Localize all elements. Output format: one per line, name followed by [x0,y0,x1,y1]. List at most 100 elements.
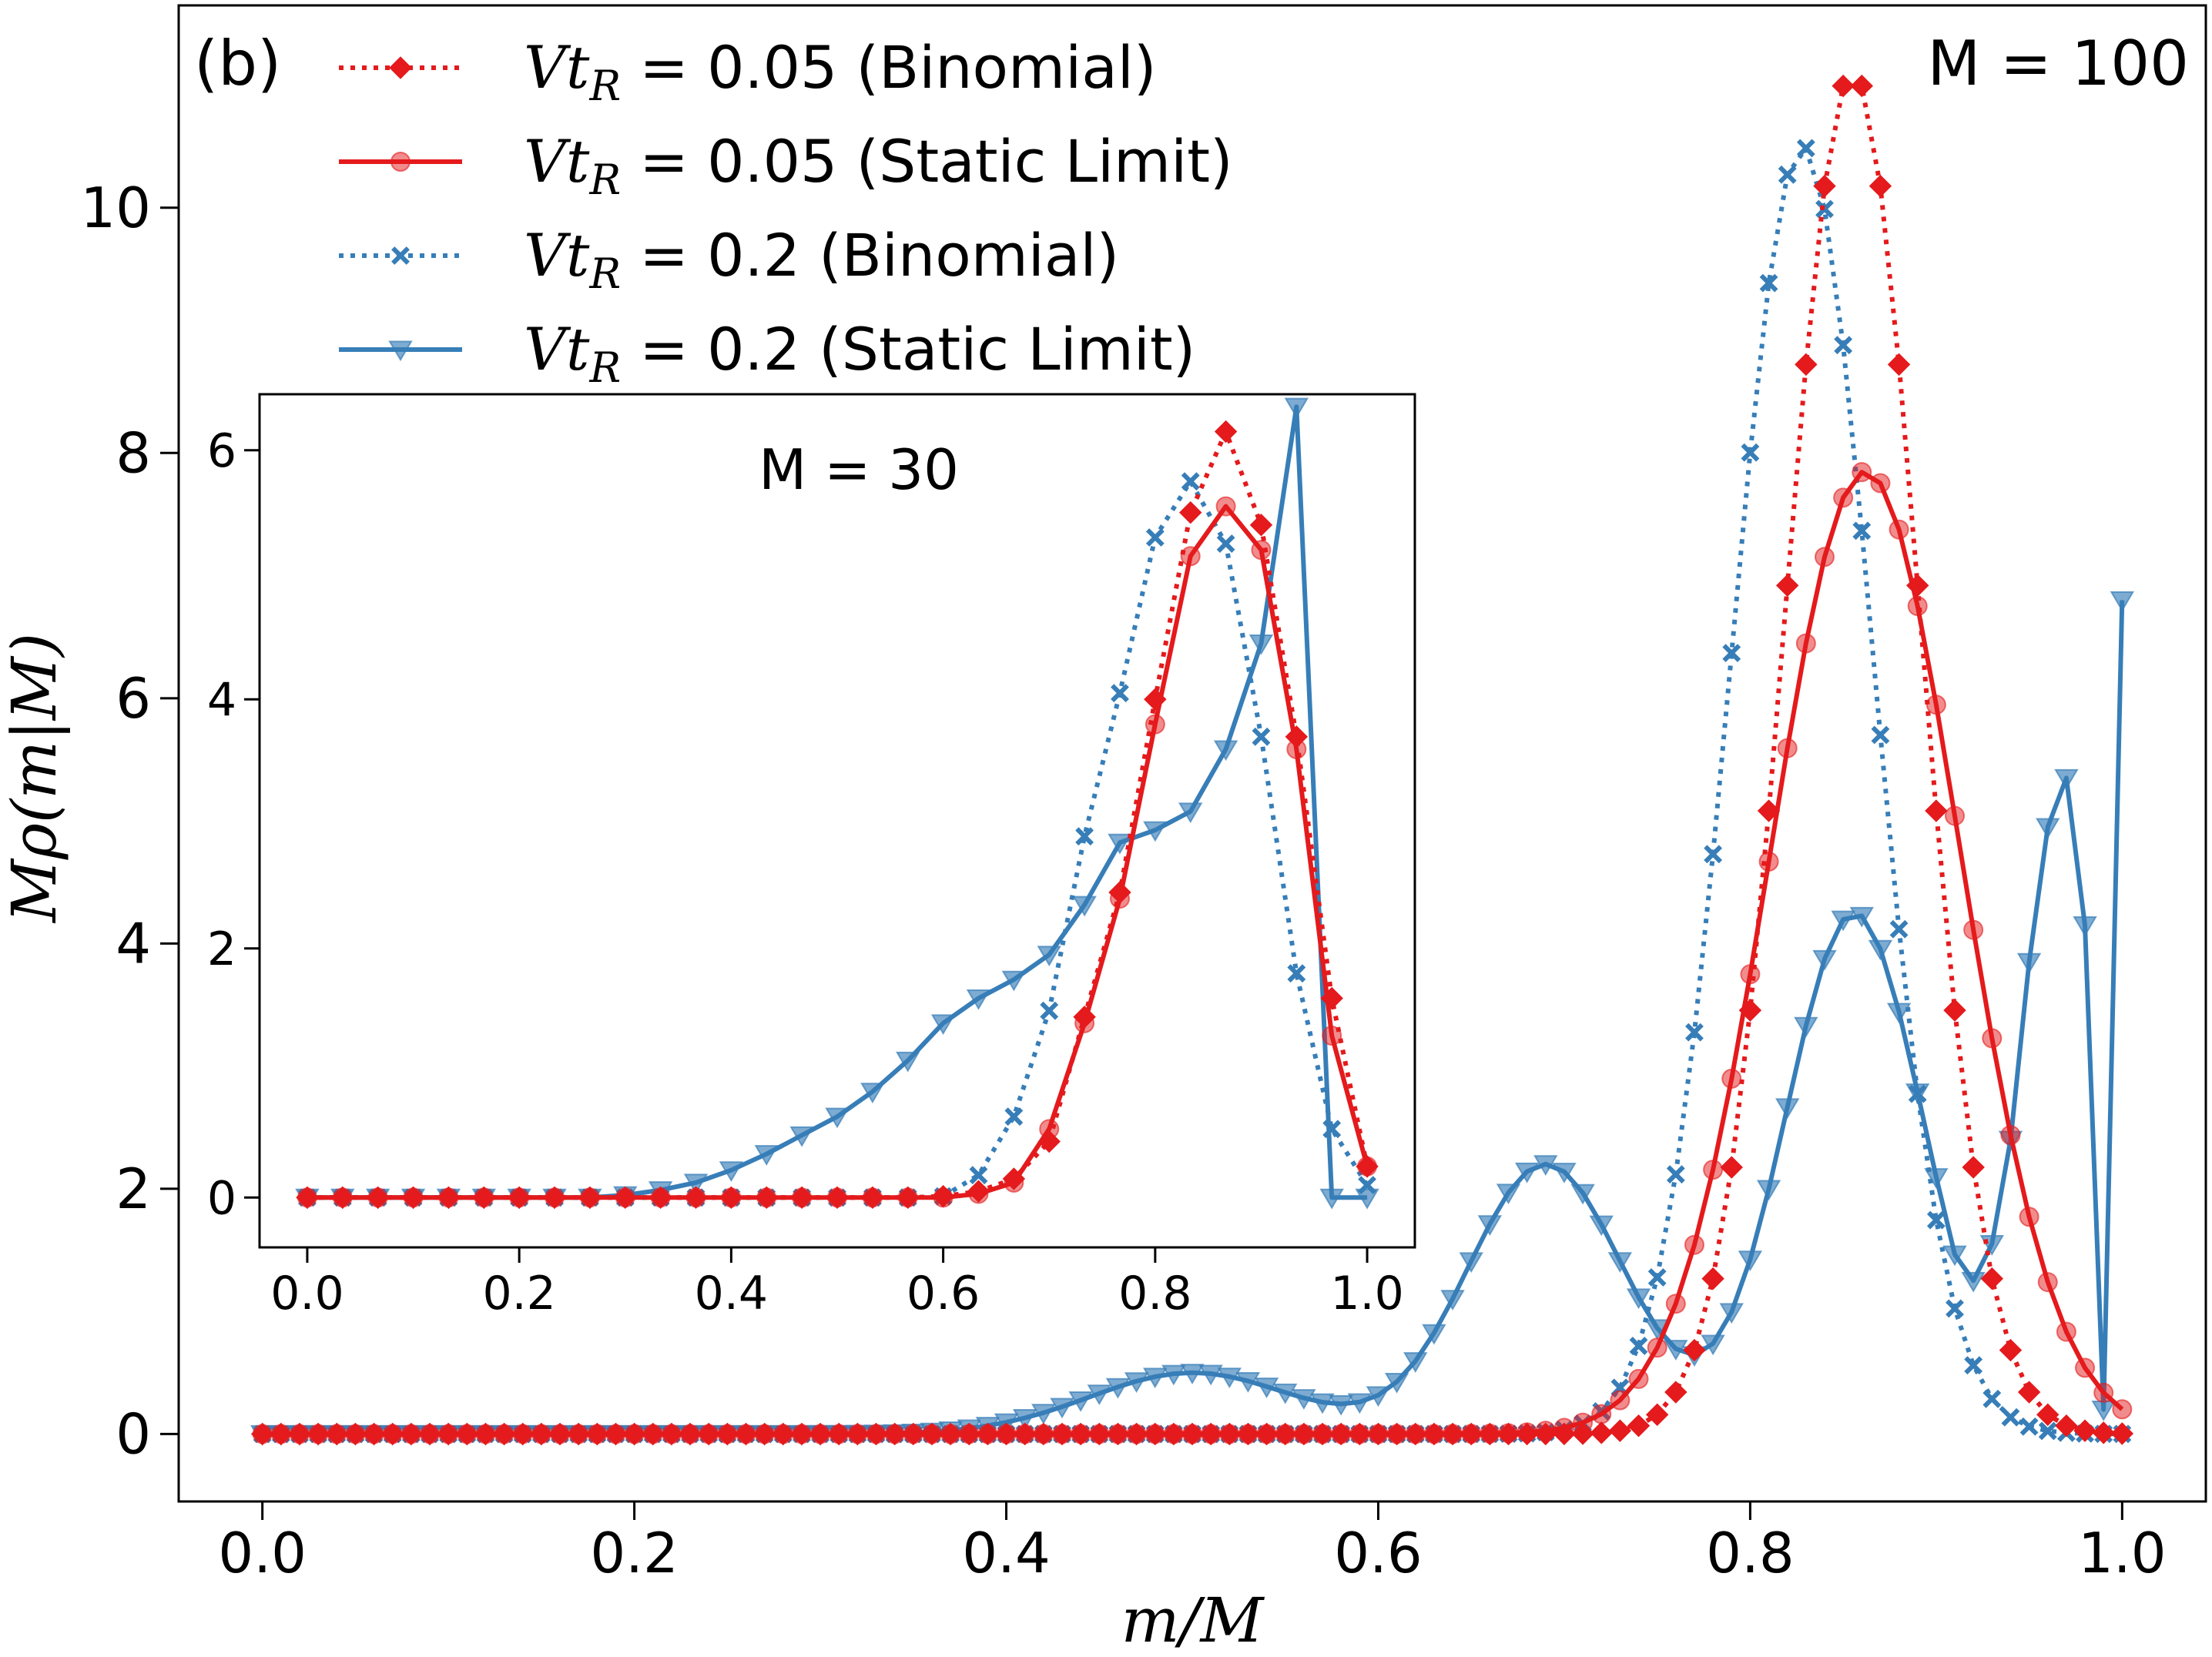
main-point-0-28 [772,1422,795,1446]
inset-xtick-label-2: 0.4 [695,1267,768,1321]
main-point-3-85 [1831,910,1855,932]
legend-label-1: VtR = 0.05 (Static Limit) [524,127,1233,204]
inset-point-0-19 [967,1180,990,1203]
inset-point-2-24 [1145,528,1165,547]
inset-point-0-28 [1285,725,1309,748]
main-point-0-86 [1850,74,1873,98]
inset-point-3-26 [1213,740,1238,762]
inset-ticks: 0.0 0.2 0.4 0.6 0.8 1.0 0 2 4 6 [207,424,1404,1321]
main-point-0-20 [622,1422,646,1446]
main-point-3-87 [1868,939,1893,961]
legend-marker-2 [391,246,410,265]
inset-point-0-7 [543,1186,566,1210]
main-point-0-43 [1051,1422,1074,1446]
inset-point-0-4 [437,1186,461,1210]
main-point-0-95 [2017,1381,2041,1404]
main-point-0-16 [548,1422,571,1446]
main-point-0-15 [530,1422,553,1446]
main-point-0-33 [864,1422,888,1446]
main-xtick-label-1: 0.2 [590,1521,679,1585]
main-point-3-51 [1198,1364,1223,1386]
legend-rest-2: = 0.2 (Binomial) [621,221,1119,290]
inset-point-0-18 [931,1184,955,1208]
inset-point-3-24 [1143,821,1168,842]
main-point-0-9 [418,1422,441,1446]
main-point-0-66 [1478,1422,1502,1446]
main-point-0-18 [585,1422,609,1446]
inset-point-0-13 [755,1186,778,1210]
main-point-1-85 [1833,487,1854,508]
inset-xtick-label-0: 0.0 [270,1267,344,1321]
main-point-3-67 [1496,1183,1521,1205]
main-ytick-label-1: 2 [116,1157,151,1221]
main-point-0-7 [380,1422,404,1446]
main-point-0-100 [2110,1422,2134,1445]
main-point-0-44 [1069,1422,1092,1446]
main-point-1-95 [2019,1207,2039,1227]
main-point-3-52 [1217,1367,1242,1389]
main-point-3-63 [1422,1324,1446,1345]
inset-point-2-23 [1111,684,1129,703]
inset-point-3-13 [754,1145,779,1166]
main-ytick-label-2: 4 [116,911,151,976]
main-point-1-80 [1740,964,1761,985]
main-point-0-76 [1664,1381,1687,1404]
inset-point-3-21 [1037,946,1061,967]
main-point-0-31 [827,1422,850,1446]
main-point-3-83 [1794,1016,1818,1038]
main-point-3-79 [1719,1303,1744,1324]
main-point-2-88 [1889,919,1909,939]
legend-sub-0: R [588,62,621,110]
main-point-1-100 [2112,1399,2133,1420]
main-point-3-80 [1738,1250,1763,1272]
inset-point-0-23 [1108,881,1131,904]
inset-point-1-27 [1251,540,1272,561]
inset-ytick-label-3: 6 [207,424,236,478]
main-point-0-52 [1218,1422,1241,1446]
main-point-3-49 [1161,1364,1186,1386]
main-point-3-55 [1272,1383,1298,1404]
x-axis-label: m/M [1121,1585,1265,1656]
main-point-1-86 [1852,462,1872,483]
inset-point-0-0 [296,1186,319,1210]
inset-point-0-22 [1073,1006,1096,1029]
main-point-3-42 [1031,1404,1056,1425]
main-ticks: 0.0 0.2 0.4 0.6 0.8 1.0 0 2 4 6 8 10 [80,176,2166,1585]
inset-point-0-30 [1356,1155,1379,1178]
legend-item-1: VtR = 0.05 (Static Limit) [339,127,1233,204]
main-point-0-75 [1645,1403,1669,1426]
main-point-1-82 [1777,738,1798,758]
main-point-0-12 [474,1422,498,1446]
legend-item-0: VtR = 0.05 (Binomial) [339,33,1157,110]
main-point-2-92 [1964,1356,1983,1375]
main-point-0-11 [455,1422,478,1446]
main-point-0-63 [1423,1422,1446,1446]
main-point-1-72 [1591,1404,1612,1424]
inset-annotation: M = 30 [759,437,959,502]
main-point-1-87 [1870,473,1891,494]
main-point-0-64 [1441,1422,1464,1446]
main-point-0-51 [1199,1422,1222,1446]
main-point-1-97 [2056,1321,2076,1342]
main-point-0-46 [1106,1422,1130,1446]
main-point-0-42 [1032,1422,1055,1446]
main-point-0-88 [1887,353,1911,377]
legend-math-1: Vt [524,127,590,196]
main-point-3-73 [1607,1252,1633,1273]
main-point-0-13 [492,1422,516,1446]
main-point-1-73 [1610,1390,1631,1411]
main-point-0-92 [1962,1156,1985,1179]
inset-point-3-30 [1355,1188,1379,1210]
main-point-0-96 [2036,1403,2060,1426]
main-point-0-48 [1144,1422,1167,1446]
legend-label-2: VtR = 0.2 (Binomial) [524,221,1119,298]
inset-point-3-14 [789,1126,814,1147]
main-ytick-label-5: 10 [80,176,151,240]
main-point-0-3 [307,1422,330,1446]
main-point-0-85 [1832,74,1855,98]
main-point-0-74 [1627,1414,1651,1438]
inset-point-3-28 [1284,397,1309,419]
main-point-0-19 [604,1422,628,1446]
inset-point-1-24 [1145,714,1165,735]
inset-point-2-21 [1040,1001,1059,1020]
